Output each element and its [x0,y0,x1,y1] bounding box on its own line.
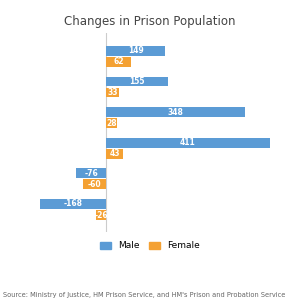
Text: 33: 33 [108,88,118,97]
Bar [106,138,269,148]
Bar [40,199,106,209]
Bar [106,76,168,86]
Title: Changes in Prison Population: Changes in Prison Population [64,15,236,28]
Bar [106,107,244,117]
Text: 411: 411 [180,138,196,147]
Bar [106,57,131,67]
Text: 155: 155 [129,77,145,86]
Bar [96,210,106,220]
Bar [106,149,123,159]
Text: 62: 62 [113,57,124,66]
Legend: Male, Female: Male, Female [97,238,203,254]
Text: -26: -26 [94,211,108,220]
Bar [106,46,166,56]
Bar [106,88,119,98]
Text: 43: 43 [110,149,120,158]
Text: 149: 149 [128,46,144,55]
Text: -76: -76 [84,169,98,178]
Text: -168: -168 [64,200,83,208]
Bar [106,118,117,128]
Text: 348: 348 [167,108,183,117]
Text: Source: Ministry of Justice, HM Prison Service, and HM's Prison and Probation Se: Source: Ministry of Justice, HM Prison S… [3,292,285,298]
Bar [82,179,106,189]
Text: -60: -60 [88,180,101,189]
Text: 28: 28 [106,118,117,127]
Bar [76,168,106,178]
